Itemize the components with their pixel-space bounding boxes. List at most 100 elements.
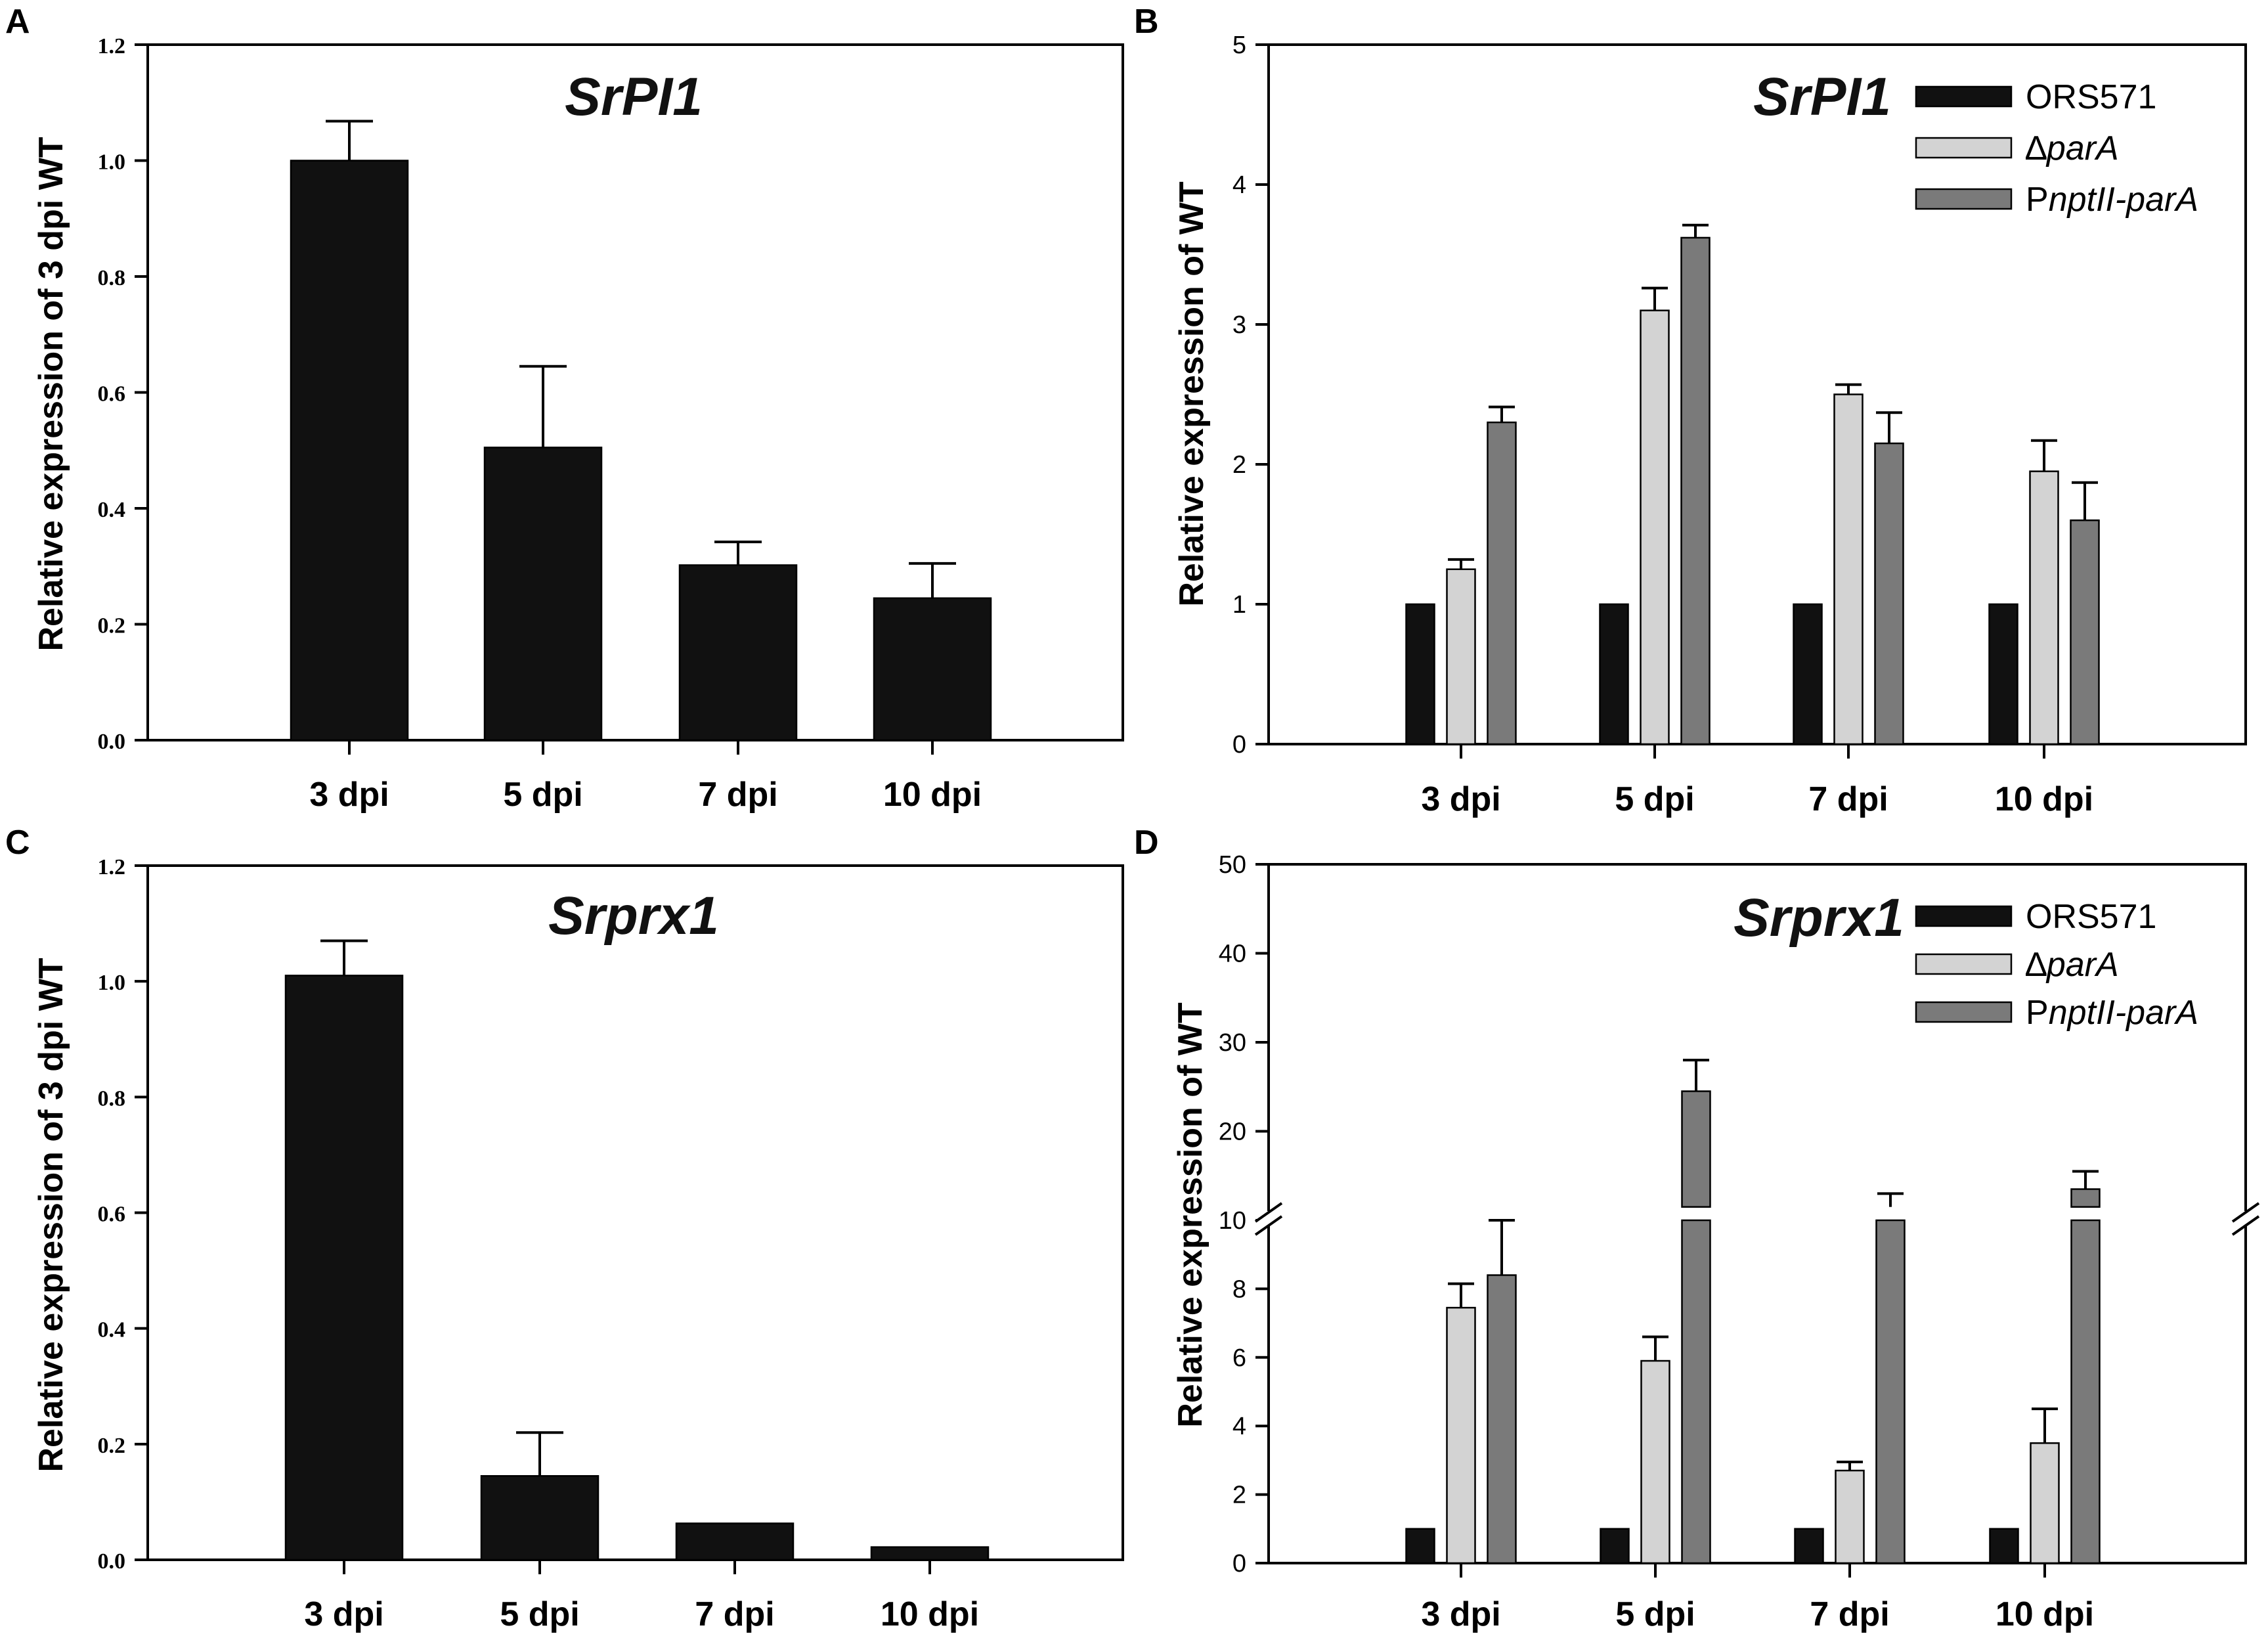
x-tick-label: 10 dpi [1995,1595,2094,1633]
bar-D-PnptIIparA-2 [1875,1219,1906,1564]
y-tick-label: 2 [1232,451,1246,479]
y-tick-label: 0.6 [98,1203,126,1227]
x-tick-label: 10 dpi [881,1595,979,1633]
bar-B-ORS571-2 [1793,603,1823,745]
x-tick-label: 7 dpi [1808,780,1888,818]
x-tick-label: 5 dpi [1615,1595,1695,1633]
bar-D-PnptIIparA-1-upper [1681,1090,1711,1208]
bar-D-parA-0 [1446,1306,1476,1564]
bar-B-parA-3 [2029,470,2059,745]
legend-swatch-1 [1915,137,2013,159]
x-tick-label: 5 dpi [500,1595,579,1633]
bar-D-parA-1 [1640,1360,1670,1564]
panel-D: D Srprx1 Relative expression of WT 3 dpi 5 d… [1134,824,2260,1633]
bar-D-parA-3 [2030,1442,2060,1564]
bar-D-PnptIIparA-0 [1487,1274,1517,1564]
bar-C-WT-0 [284,975,404,1561]
y-tick-label: 0 [1232,1550,1246,1578]
x-tick-label: 7 dpi [698,776,777,814]
y-tick-label: 20 [1219,1118,1246,1146]
legend-label-pre: ORS571 [2026,78,2156,116]
axis-break-slash-right [2231,1202,2260,1223]
bar-C-WT-3 [870,1546,990,1561]
bar-A-WT-3 [873,597,992,741]
y-tick-label: 0.2 [98,1434,126,1458]
legend-label-2: PnptII-parA [2026,994,2198,1032]
y-axis-label: Relative expression of WT [1173,181,1211,607]
bar-D-PnptIIparA-1 [1681,1219,1711,1564]
y-tick-label: 1.2 [98,855,126,879]
x-tick-label: 3 dpi [1421,780,1500,818]
bar-D-ORS571-1 [1600,1528,1630,1564]
y-tick-label: 0.0 [98,730,126,754]
bar-A-WT-0 [290,160,409,741]
plot-frame [1267,43,2247,745]
y-tick-label: 4 [1232,171,1246,199]
x-tick-label: 5 dpi [503,776,582,814]
legend-label-ital: nptII-parA [2049,994,2198,1032]
legend-label-2: PnptII-parA [2026,181,2198,219]
y-tick-label: 0 [1232,731,1246,759]
bar-B-ORS571-0 [1405,603,1435,745]
chart-title: Srprx1 [548,886,719,946]
legend-swatch-2 [1915,1001,2013,1023]
y-tick-label: 0.4 [98,498,126,522]
y-tick-label: 3 [1232,311,1246,339]
bar-B-ORS571-3 [1988,603,2018,745]
bar-B-PnptIIparA-1 [1680,236,1711,745]
legend-label-pre: ∆ [2026,129,2047,167]
y-axis-label: Relative expression of WT [1171,1002,1210,1428]
legend-swatch-1 [1915,953,2013,975]
y-tick-label: 30 [1219,1029,1246,1057]
axis-break-slash-left [1254,1215,1283,1236]
bar-A-WT-1 [483,447,603,741]
x-tick-label: 5 dpi [1615,780,1694,818]
x-tick-label: 3 dpi [1421,1595,1500,1633]
y-tick-label: 8 [1232,1275,1246,1303]
legend-label-pre: ORS571 [2026,898,2156,936]
y-tick-label: 1.0 [98,971,126,995]
bar-C-WT-2 [675,1522,795,1561]
y-tick-label: 10 [1219,1207,1246,1235]
y-tick-label: 5 [1232,32,1246,59]
panel-letter-B: B [1134,3,1159,41]
x-tick-label: 10 dpi [883,776,982,814]
legend-label-1: ∆parA [2026,946,2119,984]
bar-D-ORS571-0 [1405,1528,1435,1564]
y-tick-label: 0.4 [98,1318,126,1342]
panel-C: C Srprx1 Relative expression of 3 dpi WT 3 … [5,824,1124,1633]
legend-label-pre: ∆ [2026,946,2047,984]
y-tick-label: 6 [1232,1344,1246,1372]
bar-B-PnptIIparA-2 [1874,442,1904,745]
bar-B-ORS571-1 [1599,603,1629,745]
bar-B-parA-1 [1640,309,1670,745]
chart-title: SrPI1 [565,67,703,127]
legend-swatch-0 [1915,85,2013,108]
panel-B: B SrPI1 Relative expression of WT 3 dpi 5 dp… [1134,3,2247,818]
bar-D-ORS571-2 [1794,1528,1824,1564]
y-tick-label: 0.0 [98,1549,126,1574]
x-tick-label: 7 dpi [695,1595,774,1633]
legend-label-pre: P [2026,994,2049,1032]
panel-letter-C: C [5,824,30,862]
x-tick-label: 3 dpi [304,1595,383,1633]
legend-label-0: ORS571 [2026,78,2156,116]
bar-D-PnptIIparA-3 [2070,1219,2101,1564]
bar-B-parA-2 [1833,393,1864,745]
chart-title: Srprx1 [1734,888,1904,948]
bar-B-PnptIIparA-0 [1487,421,1517,745]
y-tick-label: 0.8 [98,1086,126,1111]
chart-title: SrPI1 [1753,67,1891,127]
panel-letter-A: A [5,3,30,41]
y-tick-label: 1 [1232,591,1246,619]
y-tick-label: 2 [1232,1482,1246,1509]
y-tick-label: 0.6 [98,382,126,407]
bar-A-WT-2 [678,564,798,741]
panel-letter-D: D [1134,824,1159,862]
y-tick-label: 4 [1232,1413,1246,1440]
x-tick-label: 10 dpi [1995,780,2093,818]
y-tick-label: 1.2 [98,34,126,58]
bar-C-WT-1 [480,1475,600,1561]
legend-label-0: ORS571 [2026,898,2156,936]
panel-A: A SrPI1 Relative expression of 3 dpi WT 3 d… [5,3,1124,814]
